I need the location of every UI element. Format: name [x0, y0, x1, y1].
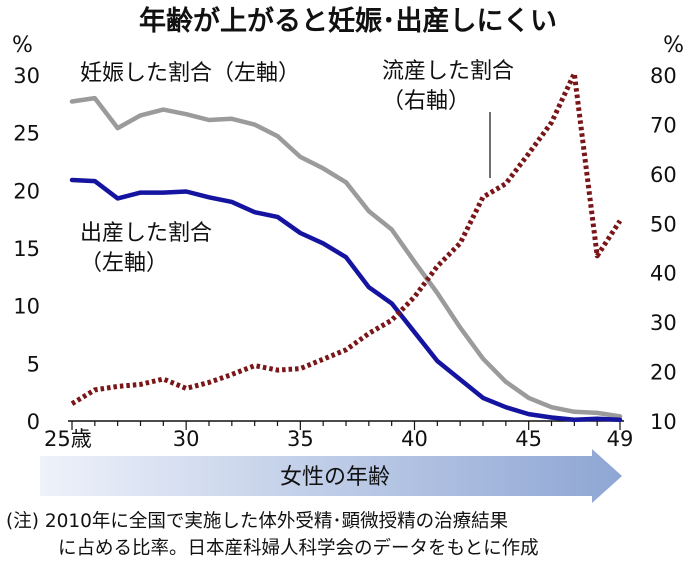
age-arrow [40, 449, 622, 503]
left-tick-label: 20 [13, 179, 40, 203]
chart-title: 年齢が上がると妊娠･出産しにくい [139, 5, 557, 37]
right-tick-label: 10 [650, 410, 677, 434]
right-axis-unit: % [663, 33, 684, 58]
x-tick-label: 49 [607, 427, 634, 451]
left-axis-ticks: 0 5 10 15 20 25 30 [13, 64, 40, 434]
left-tick-label: 25 [13, 122, 40, 146]
right-tick-label: 40 [650, 262, 677, 286]
right-tick-label: 30 [650, 311, 677, 335]
label-pregnancy: 妊娠した割合（左軸） [80, 61, 300, 86]
label-miscarriage: 流産した割合 [382, 59, 514, 84]
label-birth-axis: （左軸） [80, 251, 168, 276]
left-tick-label: 30 [13, 64, 40, 88]
left-tick-label: 0 [27, 410, 40, 434]
left-tick-label: 10 [13, 295, 40, 319]
left-tick-label: 5 [27, 352, 40, 376]
right-tick-label: 20 [650, 361, 677, 385]
right-tick-label: 60 [650, 163, 677, 187]
note-line-2: に占める比率。日本産科婦人科学会のデータをもとに作成 [58, 538, 539, 559]
right-tick-label: 70 [650, 113, 677, 137]
left-axis-unit: % [12, 33, 33, 58]
right-tick-label: 80 [650, 64, 677, 88]
label-miscarriage-axis: （右軸） [382, 89, 470, 114]
x-tick-label: 25歳 [44, 427, 92, 451]
right-tick-label: 50 [650, 212, 677, 236]
series-layer [69, 71, 623, 423]
series-line-birth [69, 177, 623, 423]
x-tick-label: 40 [401, 427, 428, 451]
x-tick-label: 30 [173, 427, 200, 451]
x-tick-label: 35 [287, 427, 314, 451]
x-tick-label: 45 [515, 427, 542, 451]
x-axis-ticks: 25歳 30 35 40 45 49 [44, 421, 633, 451]
left-tick-label: 15 [13, 237, 40, 261]
label-birth: 出産した割合 [80, 221, 212, 246]
right-axis-ticks: 10 20 30 40 50 60 70 80 [650, 64, 677, 434]
x-axis-label: 女性の年齢 [280, 465, 390, 490]
note-line-1: (注) 2010年に全国で実施した体外受精･顕微授精の治療結果 [6, 511, 508, 532]
